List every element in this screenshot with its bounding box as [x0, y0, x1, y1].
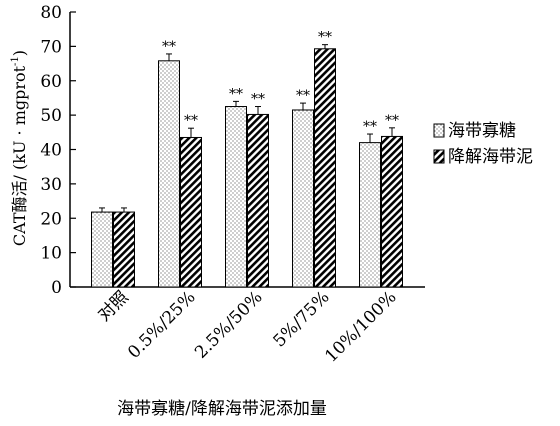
legend-swatch — [433, 149, 445, 164]
significance-label: ** — [385, 113, 399, 129]
y-axis-title-close: ) — [10, 50, 29, 56]
y-tick-label: 70 — [40, 37, 62, 57]
significance-label: ** — [318, 30, 332, 46]
significance-label: ** — [296, 88, 310, 104]
significance-label: ** — [229, 86, 243, 102]
y-tick-label: 30 — [40, 175, 62, 195]
bar — [359, 142, 381, 288]
legend-label: 海带寡糖 — [448, 121, 516, 141]
x-axis-title: 海带寡糖/降解海带泥添加量 — [117, 399, 327, 419]
y-tick-label: 80 — [40, 3, 62, 23]
bar — [91, 211, 113, 288]
x-tick-label: 5%/75% — [270, 287, 334, 351]
bar — [180, 136, 202, 288]
y-tick-label: 10 — [40, 244, 62, 264]
x-tick-label: 2.5%/50% — [191, 287, 266, 362]
x-tick-label: 0.5%/25% — [124, 287, 199, 362]
bar — [314, 48, 336, 288]
bar — [113, 211, 135, 288]
x-tick-label: 10%/100% — [321, 287, 400, 366]
y-axis-title: CAT酶活/ (kU · mgprot-1) — [10, 50, 29, 246]
y-axis-title-main: CAT酶活/ (kU · mgprot — [10, 65, 29, 246]
y-tick-label: 50 — [40, 106, 62, 126]
bar — [225, 106, 247, 288]
bar — [158, 60, 180, 288]
significance-label: ** — [363, 119, 377, 135]
bar — [292, 109, 314, 288]
bar — [381, 135, 403, 288]
legend-swatch — [433, 123, 445, 138]
significance-label: ** — [251, 92, 265, 108]
y-tick-label: 20 — [40, 209, 62, 229]
significance-label: ** — [184, 113, 198, 129]
x-tick-label: 对照 — [94, 287, 132, 325]
y-tick-label: 40 — [40, 141, 62, 161]
bar — [247, 113, 269, 288]
significance-label: ** — [162, 39, 176, 55]
legend-label: 降解海带泥 — [448, 147, 533, 167]
y-tick-label: 0 — [51, 278, 62, 298]
y-axis-title-superscript: -1 — [10, 56, 21, 66]
y-tick-label: 60 — [40, 72, 62, 92]
